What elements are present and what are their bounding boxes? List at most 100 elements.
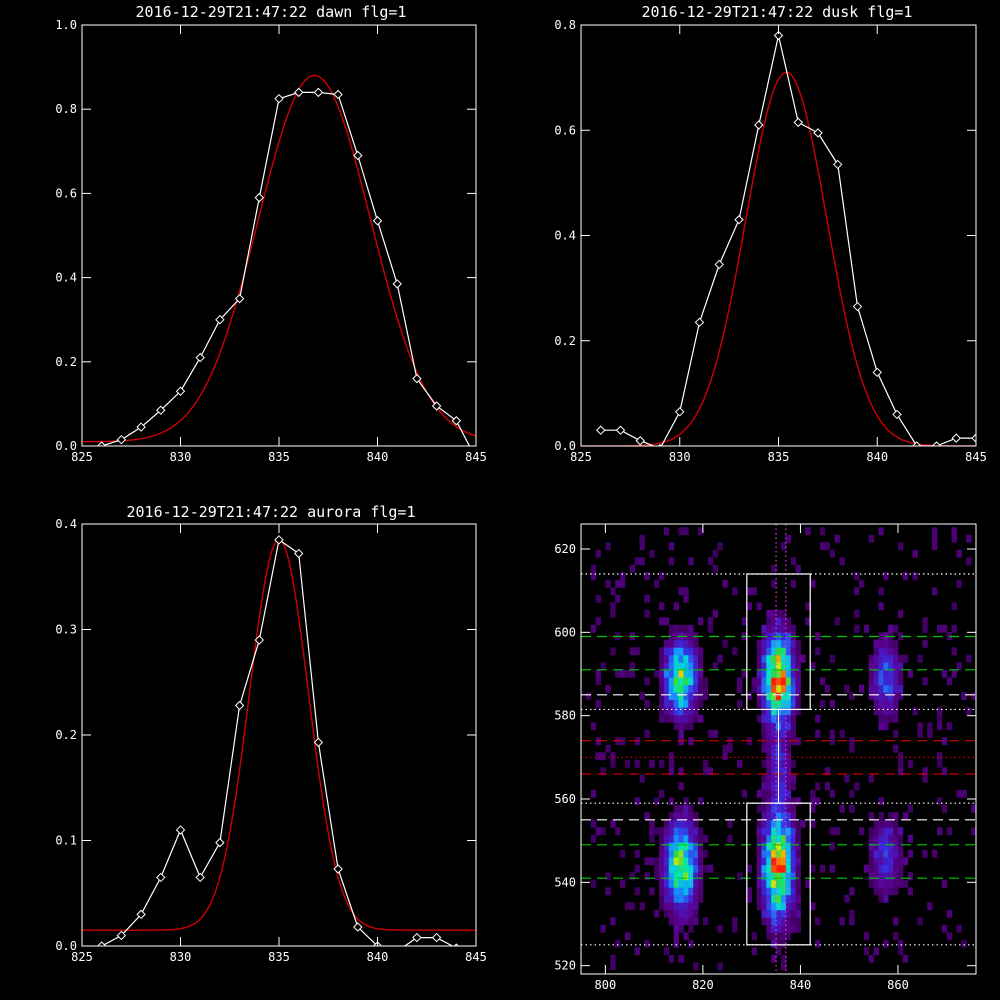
spectrogram-cell [688, 722, 694, 731]
spectrogram-cell [668, 879, 675, 888]
spectrogram-cell [678, 804, 684, 813]
spectrogram-cell [644, 594, 650, 603]
spectrogram-cell [795, 849, 801, 858]
aurora-data-point [116, 930, 127, 941]
spectrogram-cell [780, 737, 787, 746]
spectrogram-cell [644, 939, 650, 948]
spectrogram-cell [673, 827, 679, 836]
spectrogram-cell [678, 917, 684, 926]
spectrogram-cell [785, 669, 792, 678]
spectrogram-cell [771, 684, 777, 693]
spectrogram-cell [829, 842, 835, 851]
spectrogram-cell [873, 827, 879, 836]
dawn-panel: 2016-12-29T21:47:22 dawn flg=1 825 830 835… [55, 3, 487, 464]
spectrogram-cell [888, 812, 894, 821]
spectrogram-cell [878, 669, 884, 678]
spectrogram-cell [854, 782, 860, 791]
spectrogram-cell [702, 767, 709, 776]
spectrogram-cell [839, 729, 845, 738]
spectrogram-cell [878, 662, 884, 671]
aurora-data-point [215, 837, 225, 848]
spectrogram-cell [756, 654, 762, 663]
spectrogram-cell [888, 669, 894, 678]
spectrogram-cell [702, 677, 709, 686]
spectrogram-cell [615, 827, 621, 836]
spectrogram-cell [795, 797, 801, 806]
spectrogram-cell [776, 939, 782, 948]
spectrogram-cell [907, 872, 913, 881]
spectrogram-cell [668, 699, 675, 708]
spectrogram-cell [878, 699, 884, 708]
spectrogram-cell [790, 857, 796, 866]
spectrogram-cell [785, 932, 792, 941]
spectrogram-cell [678, 827, 684, 836]
spectrogram-cell [761, 714, 767, 723]
spectrogram-cell [790, 774, 796, 783]
spectrogram-cell [659, 707, 665, 716]
spectrogram-cell [785, 767, 792, 776]
spectrogram-cell [771, 789, 777, 798]
spectrogram-cell [883, 849, 889, 858]
spectrogram-cell [888, 692, 894, 701]
spectrogram-cell [771, 767, 777, 776]
dusk-data-point [833, 159, 843, 170]
spectrogram-cell [688, 632, 694, 641]
spectrogram-cell [878, 864, 884, 873]
spectrogram-cell [771, 662, 777, 671]
dawn-data-point [195, 352, 205, 363]
spectrogram-cell [668, 542, 675, 551]
spectrogram-cell [883, 647, 889, 656]
spectrogram-cell [844, 894, 850, 903]
spectrogram-cell [795, 564, 801, 573]
spectrogram-cell [620, 572, 626, 581]
spectrogram-cell [776, 849, 782, 858]
spectrogram-cell [688, 662, 694, 671]
spectrogram-cell [785, 819, 792, 828]
spectrogram-cell [693, 879, 699, 888]
spectrogram-cell [766, 759, 772, 768]
spectrogram-cell [610, 962, 616, 971]
spectrogram-cell [785, 632, 792, 641]
spectrogram-cell [893, 662, 899, 671]
spectrogram-cell [878, 639, 884, 648]
spectrogram-cell [678, 729, 684, 738]
spectrogram-cell [810, 579, 816, 588]
spectrogram-cell [756, 677, 762, 686]
spectrogram-cell [649, 887, 655, 896]
spectrogram-cell [693, 872, 699, 881]
spectrogram-cell [698, 699, 704, 708]
spectrogram-cell [683, 834, 689, 843]
spectrogram-cell [795, 857, 801, 866]
spectrogram-cell [673, 654, 679, 663]
spectrogram-cell [849, 909, 855, 918]
spectrogram-cell [756, 887, 762, 896]
spectrogram-cell [668, 887, 675, 896]
spectrogram-cell [878, 714, 884, 723]
dawn-data-point [353, 150, 363, 161]
spectrogram-cell [785, 842, 792, 851]
spectrogram-cell [659, 602, 665, 611]
spectrogram-cell [780, 767, 787, 776]
spectrogram-axes-frame [580, 523, 977, 975]
spectrogram-cell [815, 939, 821, 948]
spectrogram-cell [776, 909, 782, 918]
spectrogram-cell [761, 887, 767, 896]
spectrogram-cell [673, 714, 679, 723]
spectrogram-cell [668, 909, 675, 918]
spectrogram-cell [898, 632, 904, 641]
spectrogram-cell [659, 654, 665, 663]
spectrogram-cell [844, 684, 850, 693]
spectrogram-cell [659, 677, 665, 686]
spectrogram-cell [698, 647, 704, 656]
spectrogram-cell [654, 864, 660, 873]
spectrogram-cell [780, 699, 787, 708]
spectrogram-cell [956, 579, 962, 588]
spectrogram-cell [683, 842, 689, 851]
spectrogram-cell [780, 812, 787, 821]
spectrogram-cell [737, 677, 743, 686]
spectrogram-cell [785, 857, 792, 866]
spectrogram-cell [756, 692, 762, 701]
spectrogram-cell [883, 707, 889, 716]
spectrogram-cell [863, 932, 870, 941]
spectrogram-cell [698, 894, 704, 903]
